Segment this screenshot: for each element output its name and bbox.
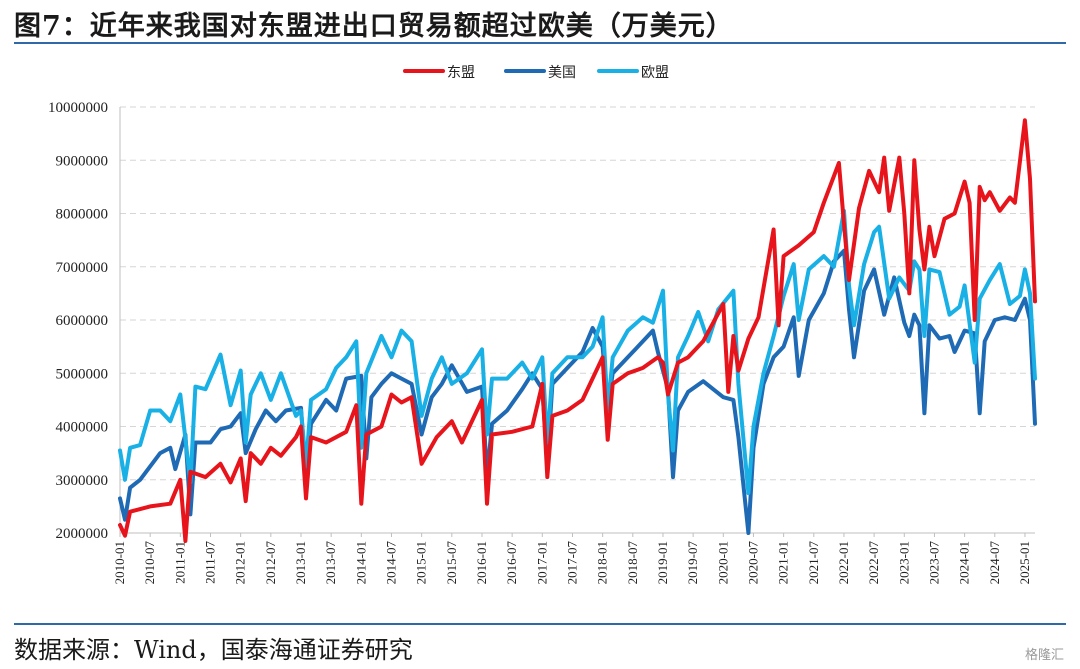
x-tick-label: 2025-01 bbox=[1017, 541, 1032, 584]
x-tick-label: 2014-07 bbox=[383, 541, 398, 585]
x-tick-label: 2013-01 bbox=[293, 541, 308, 584]
series-line-usa bbox=[118, 248, 1037, 535]
line-chart: 2000000 3000000 4000000 5000000 6000000 70000… bbox=[48, 65, 1037, 584]
x-tick-label: 2021-01 bbox=[776, 541, 791, 584]
x-tick-label: 2015-01 bbox=[414, 541, 429, 584]
y-tick-label: 6000000 bbox=[56, 313, 109, 329]
legend-label-usa: 美国 bbox=[548, 65, 576, 81]
y-tick-label: 10000000 bbox=[48, 100, 108, 116]
x-tick-label: 2024-07 bbox=[987, 541, 1002, 585]
x-tick-label: 2018-07 bbox=[625, 541, 640, 585]
x-tick-label: 2017-07 bbox=[564, 541, 579, 585]
x-tick-label: 2013-07 bbox=[323, 541, 338, 585]
x-tick-label: 2023-01 bbox=[896, 541, 911, 584]
y-tick-label: 4000000 bbox=[56, 420, 109, 436]
legend: 东盟 美国 欧盟 bbox=[403, 65, 669, 81]
series-lines bbox=[118, 118, 1037, 543]
x-tick-label: 2011-01 bbox=[172, 541, 187, 584]
x-tick-label: 2014-01 bbox=[353, 541, 368, 584]
x-tick-label: 2024-01 bbox=[957, 541, 972, 584]
x-tick-label: 2016-07 bbox=[504, 541, 519, 585]
x-axis: 2010-01 2010-07 2011-01 2011-07 2012-01 2012-… bbox=[112, 107, 1035, 584]
x-tick-label: 2015-07 bbox=[444, 541, 459, 585]
series-line-asean bbox=[118, 118, 1037, 543]
legend-label-eu: 欧盟 bbox=[641, 65, 669, 81]
x-tick-label: 2012-01 bbox=[233, 541, 248, 584]
y-tick-label: 7000000 bbox=[56, 260, 109, 276]
x-tick-label: 2019-07 bbox=[685, 541, 700, 585]
y-tick-label: 8000000 bbox=[56, 207, 109, 223]
x-tick-label: 2010-01 bbox=[112, 541, 127, 584]
source-note: 数据来源：Wind，国泰海通证券研究 bbox=[14, 636, 413, 664]
y-axis: 2000000 3000000 4000000 5000000 6000000 70000… bbox=[48, 100, 108, 542]
x-tick-label: 2020-01 bbox=[715, 541, 730, 584]
x-tick-label: 2017-01 bbox=[534, 541, 549, 584]
y-tick-label: 5000000 bbox=[56, 366, 109, 382]
legend-label-asean: 东盟 bbox=[447, 65, 475, 81]
x-tick-label: 2022-07 bbox=[866, 541, 881, 585]
x-tick-label: 2023-07 bbox=[926, 541, 941, 585]
footer-divider bbox=[14, 623, 1066, 625]
x-tick-label: 2021-07 bbox=[806, 541, 821, 585]
x-tick-label: 2022-01 bbox=[836, 541, 851, 584]
title-divider bbox=[14, 42, 1066, 44]
x-tick-label: 2010-07 bbox=[142, 541, 157, 585]
x-tick-label: 2012-07 bbox=[263, 541, 278, 585]
series-line-eu bbox=[118, 208, 1037, 496]
x-tick-label: 2019-01 bbox=[655, 541, 670, 584]
x-tick-label: 2018-01 bbox=[595, 541, 610, 584]
y-tick-label: 3000000 bbox=[56, 473, 109, 489]
x-tick-label: 2011-07 bbox=[202, 541, 217, 584]
y-tick-label: 9000000 bbox=[56, 153, 109, 169]
watermark: 格隆汇 bbox=[1024, 648, 1064, 663]
x-tick-label: 2016-01 bbox=[474, 541, 489, 584]
x-tick-label: 2020-07 bbox=[745, 541, 760, 585]
y-tick-label: 2000000 bbox=[56, 526, 109, 542]
page-title: 图7：近年来我国对东盟进出口贸易额超过欧美（万美元） bbox=[14, 11, 734, 42]
